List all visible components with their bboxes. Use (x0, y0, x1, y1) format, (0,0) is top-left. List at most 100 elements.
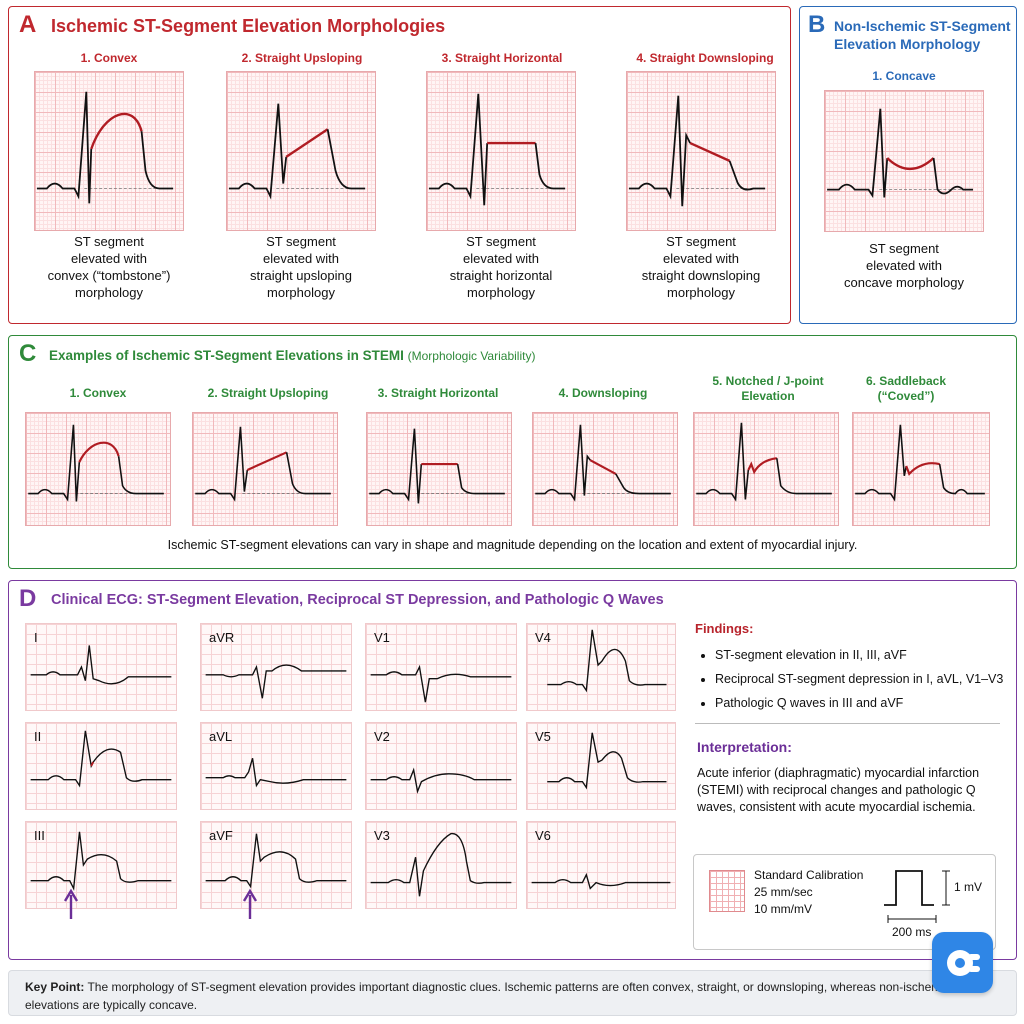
caption-line: concave morphology (844, 275, 964, 290)
calibration-gain: 10 mm/mV (754, 902, 813, 916)
key-point-text: The morphology of ST-segment elevation p… (25, 980, 950, 1012)
lead-name: II (34, 729, 42, 744)
lead-name: V5 (535, 729, 551, 744)
lead-V5: V5 (526, 722, 676, 810)
lead-name: V3 (374, 828, 390, 843)
panel-c-stemi-examples: C Examples of Ischemic ST-Segment Elevat… (8, 335, 1017, 569)
lead-V1: V1 (365, 623, 517, 711)
q-wave-arrow-icon (242, 888, 258, 919)
lead-V3: V3 (365, 821, 517, 909)
example-strip-notched (693, 412, 839, 526)
findings-title: Findings: (695, 621, 754, 636)
calibration-title: Standard Calibration (754, 868, 864, 882)
panel-b-title-line: Non-Ischemic ST-Segment (834, 18, 1011, 34)
caption-line: elevated with (866, 258, 942, 273)
morphology-label-convex: 1. Convex (80, 51, 138, 65)
caption-line: elevated with (663, 251, 739, 266)
example-label-convex: 1. Convex (33, 386, 163, 400)
panel-d-clinical-ecg: D Clinical ECG: ST-Segment Elevation, Re… (8, 580, 1017, 960)
findings-divider (695, 723, 1000, 724)
caption-line: straight downsloping (641, 268, 761, 283)
ecg-strip-horizontal (426, 71, 576, 231)
panel-c-title-suffix: (Morphologic Variability) (407, 349, 536, 363)
caption-line: ST segment (74, 234, 144, 249)
caption-line: ST segment (466, 234, 536, 249)
ecg-strip-convex (34, 71, 184, 231)
lead-III: III (25, 821, 177, 909)
ecg-strip-downsloping (626, 71, 776, 231)
label-line: 1. Convex (69, 386, 127, 400)
caption-line: ST segment (666, 234, 736, 249)
lead-aVF: aVF (200, 821, 352, 909)
lead-name: V6 (535, 828, 551, 843)
morphology-label-upsloping: 2. Straight Upsloping (241, 51, 363, 65)
panel-b-title-line: Elevation Morphology (834, 36, 981, 52)
calibration-speed: 25 mm/sec (754, 885, 813, 899)
caption-line: morphology (467, 285, 535, 300)
caption-line: straight horizontal (449, 268, 553, 283)
example-label-horizontal: 3. Straight Horizontal (363, 386, 513, 400)
example-strip-horizontal (366, 412, 512, 526)
key-point-label: Key Point: (25, 980, 85, 994)
caption-line: morphology (667, 285, 735, 300)
panel-b-non-ischemic-morphology: B Non-Ischemic ST-Segment Elevation Morp… (799, 6, 1017, 324)
app-badge-icon[interactable] (932, 932, 993, 993)
finding-item: ST-segment elevation in II, III, aVF (715, 643, 1003, 667)
key-point-footer: Key Point: The morphology of ST-segment … (8, 970, 1017, 1016)
lead-name: V2 (374, 729, 390, 744)
panel-a-ischemic-morphologies: A Ischemic ST-Segment Elevation Morpholo… (8, 6, 791, 324)
example-label-saddleback: 6. Saddleback (“Coved”) (846, 374, 966, 404)
panel-a-letter: A (19, 11, 37, 38)
label-line: Elevation (741, 389, 795, 403)
finding-item: Reciprocal ST-segment depression in I, a… (715, 667, 1003, 691)
q-wave-arrow-icon (63, 888, 79, 919)
example-strip-saddleback (852, 412, 990, 526)
morphology-caption-horizontal: ST segment elevated with straight horizo… (421, 233, 581, 301)
caption-line: elevated with (263, 251, 339, 266)
panel-b-title: Non-Ischemic ST-Segment Elevation Morpho… (834, 17, 1011, 53)
interpretation-title: Interpretation: (697, 739, 792, 755)
example-strip-upsloping (192, 412, 338, 526)
example-label-downsloping: 4. Downsloping (533, 386, 673, 400)
findings-list: ST-segment elevation in II, III, aVF Rec… (693, 643, 1003, 715)
lead-II: II (25, 722, 177, 810)
caption-line: morphology (75, 285, 143, 300)
finding-item: Pathologic Q waves in III and aVF (715, 691, 1003, 715)
panel-c-letter: C (19, 340, 37, 367)
calibration-grid-icon (709, 870, 745, 912)
morphology-caption-concave: ST segment elevated with concave morphol… (814, 240, 994, 291)
morphology-label-horizontal: 3. Straight Horizontal (441, 51, 563, 65)
caption-line: morphology (267, 285, 335, 300)
example-label-upsloping: 2. Straight Upsloping (193, 386, 343, 400)
lead-name: aVL (209, 729, 233, 744)
panel-d-letter: D (19, 585, 37, 612)
calibration-amplitude: 1 mV (954, 880, 983, 894)
calibration-duration: 200 ms (892, 925, 932, 939)
lead-V6: V6 (526, 821, 676, 909)
caption-line: elevated with (71, 251, 147, 266)
lead-name: aVF (209, 828, 233, 843)
morphology-label-downsloping: 4. Straight Downsloping (636, 51, 774, 65)
panel-c-title: Examples of Ischemic ST-Segment Elevatio… (49, 348, 535, 363)
panel-a-title: Ischemic ST-Segment Elevation Morphologi… (51, 16, 446, 36)
label-line: 5. Notched / J-point (712, 374, 824, 388)
caption-line: ST segment (266, 234, 336, 249)
morphology-caption-downsloping: ST segment elevated with straight downsl… (621, 233, 781, 301)
lead-aVL: aVL (200, 722, 352, 810)
label-line: 6. Saddleback (865, 374, 947, 388)
label-line: 2. Straight Upsloping (207, 386, 329, 400)
label-line: (“Coved”) (877, 389, 935, 403)
lead-name: V1 (374, 630, 390, 645)
caption-line: ST segment (869, 241, 939, 256)
ecg-strip-concave (824, 90, 984, 232)
morphology-caption-upsloping: ST segment elevated with straight upslop… (221, 233, 381, 301)
lead-V4: V4 (526, 623, 676, 711)
example-strip-downsloping (532, 412, 678, 526)
example-strip-convex (25, 412, 171, 526)
calibration-pulse-icon (884, 870, 950, 923)
lead-name: III (34, 828, 45, 843)
lead-name: I (34, 630, 38, 645)
caption-line: convex (“tombstone”) (47, 268, 171, 283)
lead-name: aVR (209, 630, 235, 645)
panel-c-title-main: Examples of Ischemic ST-Segment Elevatio… (49, 348, 404, 363)
